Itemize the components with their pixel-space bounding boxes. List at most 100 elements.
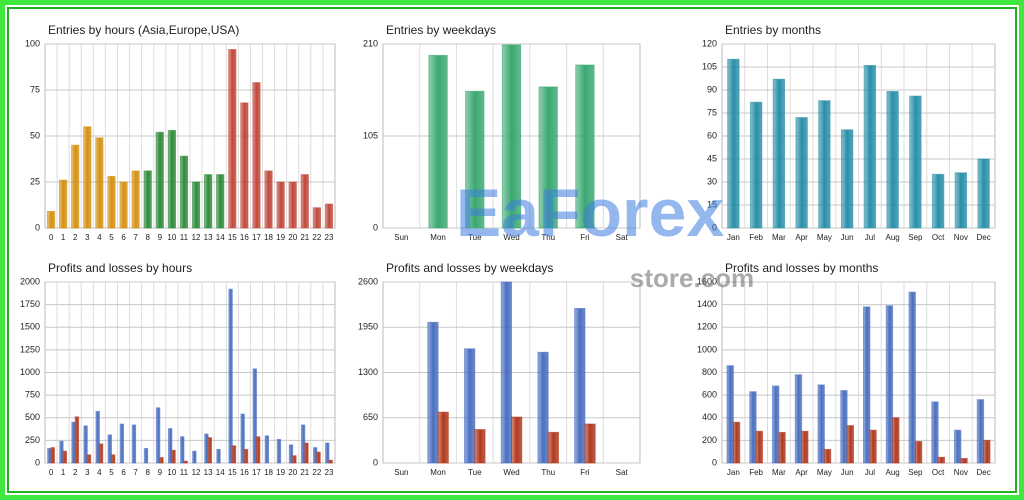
bar <box>119 181 128 229</box>
bar <box>954 429 962 464</box>
bar <box>204 433 209 464</box>
bar <box>167 428 173 464</box>
x-tick-label: Sep <box>908 468 923 477</box>
y-tick-label: 100 <box>25 38 40 48</box>
bar <box>288 444 294 464</box>
bar <box>243 448 249 464</box>
y-tick-label: 60 <box>707 130 717 140</box>
y-tick-label: 30 <box>707 176 717 186</box>
bar <box>228 49 237 229</box>
y-tick-label: 105 <box>702 61 717 71</box>
bar <box>427 321 439 464</box>
x-tick-label: 8 <box>145 233 150 242</box>
bar <box>95 410 100 464</box>
x-tick-label: 1 <box>61 468 66 477</box>
bar <box>50 447 55 464</box>
bar <box>83 425 88 464</box>
x-tick-label: 14 <box>216 468 225 477</box>
x-tick-label: Feb <box>749 233 763 242</box>
bar <box>937 456 945 464</box>
x-tick-label: Nov <box>954 233 968 242</box>
bar <box>840 129 854 229</box>
bar <box>960 457 968 464</box>
bar <box>863 306 871 464</box>
bar <box>180 436 185 464</box>
chart-title: Profits and losses by months <box>725 261 878 275</box>
bar <box>778 431 786 464</box>
chart-title: Entries by hours (Asia,Europe,USA) <box>48 23 239 37</box>
x-tick-label: 21 <box>300 468 309 477</box>
bar <box>159 457 164 464</box>
bar <box>131 170 140 229</box>
bar <box>300 424 306 464</box>
bar <box>954 172 968 229</box>
y-tick-label: 0 <box>373 222 378 232</box>
bar <box>62 450 68 464</box>
bar <box>59 179 68 229</box>
x-tick-label: Aug <box>886 233 900 242</box>
x-tick-label: 16 <box>240 233 249 242</box>
x-tick-label: Jul <box>865 468 875 477</box>
y-tick-label: 600 <box>702 390 717 400</box>
bar <box>817 384 825 464</box>
y-tick-label: 0 <box>373 457 378 467</box>
bar <box>474 429 486 464</box>
y-tick-label: 750 <box>25 390 40 400</box>
bar <box>584 423 596 464</box>
y-tick-label: 1600 <box>697 276 717 286</box>
watermark-brand: EaForex <box>456 175 725 251</box>
x-tick-label: 19 <box>276 233 285 242</box>
x-tick-label: 17 <box>252 233 261 242</box>
bar <box>264 435 270 464</box>
x-tick-label: Sun <box>394 233 408 242</box>
x-tick-label: Nov <box>954 468 968 477</box>
bar <box>908 291 916 464</box>
bar <box>931 173 945 229</box>
chart-title: Entries by weekdays <box>386 23 496 37</box>
x-tick-label: 10 <box>167 468 176 477</box>
bar <box>909 95 922 229</box>
x-tick-label: 12 <box>192 468 201 477</box>
bar <box>574 307 586 464</box>
x-tick-label: 4 <box>97 233 102 242</box>
bar <box>252 368 257 464</box>
bar <box>179 155 189 229</box>
x-tick-label: 15 <box>228 468 237 477</box>
bar <box>95 137 104 229</box>
x-tick-label: Sep <box>908 233 923 242</box>
x-tick-label: 17 <box>252 468 261 477</box>
bar <box>732 421 741 464</box>
bar <box>840 390 848 464</box>
x-tick-label: 12 <box>192 233 201 242</box>
bar <box>726 365 734 464</box>
bar <box>976 399 985 464</box>
bar <box>823 448 832 464</box>
bar <box>772 385 780 464</box>
bar <box>818 100 831 229</box>
bar <box>304 442 309 464</box>
x-tick-label: 3 <box>85 468 90 477</box>
bar <box>171 449 176 464</box>
x-tick-label: Jun <box>841 468 854 477</box>
x-tick-label: 11 <box>180 233 189 242</box>
bar <box>727 58 740 229</box>
x-tick-label: 1 <box>61 233 66 242</box>
x-tick-label: Tue <box>468 468 482 477</box>
x-tick-label: Apr <box>795 468 808 477</box>
x-tick-label: 0 <box>49 468 54 477</box>
bar <box>71 421 76 464</box>
x-tick-label: Wed <box>503 468 519 477</box>
bar <box>107 175 116 229</box>
bar <box>511 416 523 464</box>
x-tick-label: Fri <box>580 233 590 242</box>
bar <box>292 455 297 464</box>
x-tick-label: 23 <box>325 233 334 242</box>
bar <box>46 210 56 229</box>
x-tick-label: 13 <box>204 233 213 242</box>
x-tick-label: Jun <box>841 233 854 242</box>
x-tick-label: 11 <box>180 468 189 477</box>
x-tick-label: 22 <box>312 468 321 477</box>
y-tick-label: 90 <box>707 84 717 94</box>
